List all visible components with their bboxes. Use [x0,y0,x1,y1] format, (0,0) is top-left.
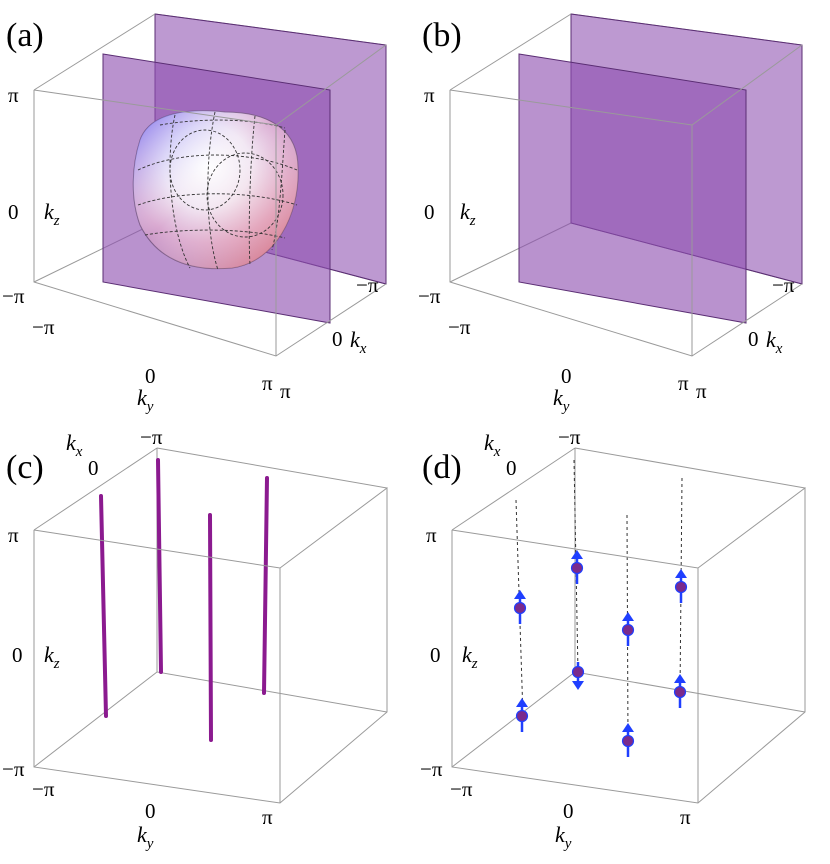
panel-c-nodal-lines [99,458,269,742]
spin-dot [621,623,635,637]
panel-a-kx-tick-0: 0 [332,327,343,351]
panel-c-line-2 [156,458,163,674]
spin-marker-7 [674,569,688,603]
panel-b-kz-tick-pi: π [424,83,435,107]
panel-b-kz-label: kz [460,199,476,229]
panel-a-ky-tick-minus-pi: −π [32,315,55,339]
spin-marker-3 [570,550,584,584]
panel-c-ky-tick-0: 0 [145,799,156,823]
panel-c-ky-label: ky [137,822,154,852]
panel-b-ky-tick-0: 0 [561,364,572,388]
panel-d-box-front [451,487,806,804]
panel-b-kx-label: kx [766,327,783,357]
panel-d-kz-label: kz [462,642,478,672]
panel-c-kx-tick-0: 0 [88,456,99,480]
panel-d-kx-tick-0: 0 [506,456,517,480]
spin-arrow-head [675,569,687,578]
spin-arrow-head [516,698,528,707]
panel-b-kx-tick-pi: π [696,379,707,403]
panel-a-ky-label: ky [137,385,154,415]
panel-d-label: (d) [422,449,462,486]
panel-d-dashed-lines [515,459,683,743]
panel-d-kz-tick-minus-pi: −π [420,757,443,781]
panel-c-box-front [33,487,388,804]
panel-a-ky-tick-pi: π [262,371,273,395]
panel-c-ky-tick-minus-pi: −π [32,777,55,801]
panel-c-line-3 [208,513,213,742]
spin-arrow-head [622,612,634,621]
panel-a-kz-label: kz [44,199,60,229]
spin-marker-1 [513,590,527,624]
panel-d-kz-tick-0: 0 [430,643,441,667]
panel-b-kz-tick-minus-pi: −π [418,284,441,308]
panel-b-ky-label: ky [553,385,570,415]
panel-c-kx-label: kx [66,430,83,460]
panel-c-line-1 [99,494,108,718]
panel-c-kx-tick-minus-pi: −π [140,425,163,449]
panel-c-kz-tick-pi: π [8,523,19,547]
panel-b-ky-tick-pi: π [678,371,689,395]
panel-d-spins [513,550,688,757]
spin-marker-8 [673,674,687,708]
spin-dot [674,580,688,594]
panel-d-ky-tick-0: 0 [563,799,574,823]
spin-marker-4 [571,662,585,690]
panel-a-kx-label: kx [350,327,367,357]
spin-arrow-head [674,674,686,683]
panel-d-kx-tick-minus-pi: −π [558,425,581,449]
panel-c-label: (c) [6,449,44,486]
panel-a-fermi-surface [132,110,299,271]
panel-d-dashed-3 [626,514,629,743]
spin-marker-5 [621,612,635,646]
panel-a-kx-tick-minus-pi: −π [356,273,379,297]
panel-a-kz-tick-pi: π [8,83,19,107]
panel-a-kz-tick-0: 0 [8,200,19,224]
panel-d-box-back [451,447,806,768]
spin-dot [570,561,584,575]
spin-dot [513,601,527,615]
panel-d-ky-label: ky [555,822,572,852]
panel-b-kz-tick-0: 0 [424,200,435,224]
spin-dot [571,665,585,679]
panel-a-label: (a) [6,17,44,54]
panel-c-kz-tick-minus-pi: −π [2,757,25,781]
spin-dot [673,685,687,699]
panel-c: (c) π 0 −π kz 0 −π kx −π 0 π ky [2,425,388,852]
panel-b-ky-tick-minus-pi: −π [448,315,471,339]
panel-b: (b) π 0 −π kz −π 0 π kx −π 0 π ky [418,13,803,415]
panel-d-dashed-2 [573,459,579,673]
spin-dot [515,709,529,723]
panel-a: (a) π 0 [2,13,387,415]
panel-d-ky-tick-minus-pi: −π [450,777,473,801]
panel-a-box-front [33,13,387,357]
panel-d-ky-tick-pi: π [680,805,691,829]
panel-d-kz-tick-pi: π [426,523,437,547]
panel-b-box-front [449,13,803,357]
panel-b-label: (b) [422,17,462,54]
panel-d-kx-label: kx [484,430,501,460]
panel-d: (d) π 0 −π kz 0 −π kx −π 0 π ky [420,425,806,852]
panel-c-ky-tick-pi: π [262,805,273,829]
spin-arrow-head [514,590,526,599]
panel-a-kz-tick-minus-pi: −π [2,284,25,308]
panel-a-ky-tick-0: 0 [145,364,156,388]
panel-c-kz-label: kz [44,642,60,672]
panel-a-kx-tick-pi: π [280,379,291,403]
panel-b-kx-tick-0: 0 [748,327,759,351]
panel-b-kx-tick-minus-pi: −π [772,273,795,297]
spin-marker-6 [621,723,635,757]
spin-marker-2 [515,698,529,732]
spin-dot [621,734,635,748]
panel-c-kz-tick-0: 0 [12,643,23,667]
spin-arrow-head [572,681,584,690]
panel-c-box-back [33,447,388,768]
panel-b-plane-front [518,53,747,324]
spin-arrow-head [571,550,583,559]
spin-arrow-head [622,723,634,732]
panel-c-line-4 [262,476,269,695]
